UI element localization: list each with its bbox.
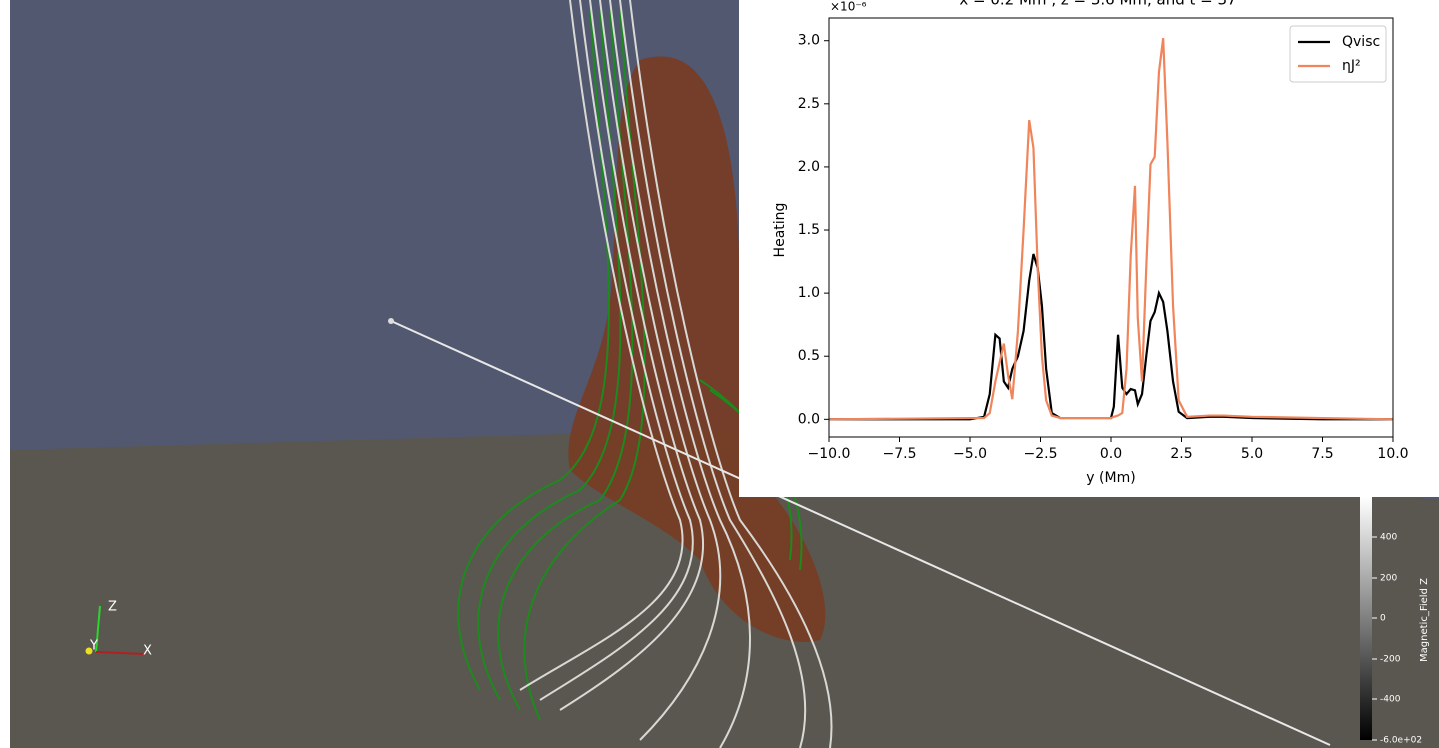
x-tick-label: 7.5 (1311, 446, 1333, 462)
x-tick-label: −7.5 (883, 446, 917, 462)
colorbar-label: 200 (1380, 574, 1397, 584)
screen: Z Y X Magnetic_Field Z 400 200 0 -200 -400 -6… (0, 0, 1439, 748)
x-tick-label: 2.5 (1170, 446, 1192, 462)
probe-handle (388, 318, 394, 324)
y-tick-label: 3.0 (798, 33, 820, 49)
y-tick-label: 0.0 (798, 411, 820, 427)
x-tick-label: 5.0 (1241, 446, 1263, 462)
chart-panel: x = 0.2 Mm , z = 3.6 Mm, and t = 37 ×10⁻… (739, 0, 1439, 497)
x-tick-label: 10.0 (1377, 446, 1408, 462)
y-axis-label: Heating (772, 203, 788, 258)
y-tick-label: 2.0 (798, 159, 820, 175)
legend-label: Qvisc (1342, 34, 1380, 50)
x-tick-label: 0.0 (1100, 446, 1122, 462)
y-tick-label: 2.5 (798, 96, 820, 112)
y-tick-label: 0.5 (798, 348, 820, 364)
colorbar-label: -200 (1380, 655, 1401, 665)
x-axis-label: y (Mm) (1086, 470, 1135, 486)
colorbar-gradient (1360, 497, 1372, 740)
colorbar-label: -6.0e+02 (1380, 736, 1422, 746)
legend-label: ηJ² (1342, 58, 1361, 74)
colorbar-label: 0 (1380, 614, 1386, 624)
offset-label: ×10⁻⁶ (830, 0, 867, 14)
axis-label: Y (89, 639, 98, 654)
x-tick-label: −5.0 (953, 446, 987, 462)
colorbar-label: -400 (1380, 695, 1401, 705)
axis-label: Z (108, 600, 117, 615)
y-tick-label: 1.0 (798, 285, 820, 301)
y-tick-label: 1.5 (798, 222, 820, 238)
x-tick-label: −10.0 (808, 446, 851, 462)
colorbar-label: 400 (1380, 533, 1397, 543)
x-tick-label: −2.5 (1024, 446, 1058, 462)
colorbar-title: Magnetic_Field Z (1419, 578, 1430, 662)
axis-label: X (143, 644, 152, 659)
chart-title: x = 0.2 Mm , z = 3.6 Mm, and t = 37 (959, 0, 1236, 9)
